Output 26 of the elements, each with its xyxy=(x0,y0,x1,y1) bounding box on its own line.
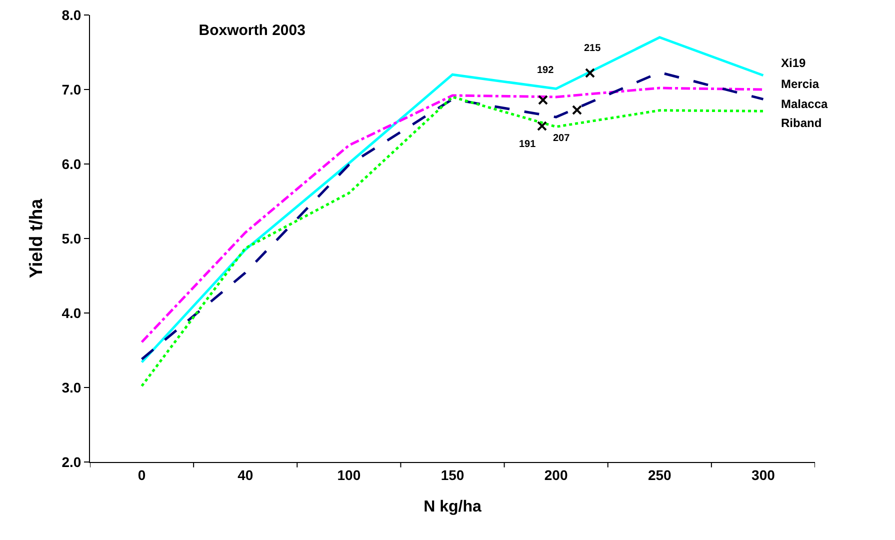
y-tick-label: 5.0 xyxy=(62,230,82,246)
y-axis-title: Yield t/ha xyxy=(26,198,46,278)
text: Boxworth 2003 xyxy=(198,22,306,39)
x-tick-label: 100 xyxy=(337,466,361,483)
y-tick-label: 8.0 xyxy=(62,6,82,23)
annotation: 215 xyxy=(584,43,602,54)
y-tick-label: 4.0 xyxy=(62,304,82,321)
x-tick-label: 0 xyxy=(138,466,146,483)
x-axis-title: N kg/ha xyxy=(424,498,482,516)
y-tick-label: 2.0 xyxy=(62,454,82,470)
x-tick-label: 200 xyxy=(544,466,568,483)
series-label: Mercia xyxy=(781,77,820,91)
annotation: 192 xyxy=(537,65,554,76)
y-tick-label: 3.0 xyxy=(62,379,82,396)
series-label: Xi19 xyxy=(781,56,806,70)
x-tick-label: 250 xyxy=(648,466,672,483)
y-tick-label: 7.0 xyxy=(62,81,82,98)
line-series xyxy=(140,96,764,388)
x-tick-label: 300 xyxy=(752,466,776,483)
series-label: Malacca xyxy=(781,97,828,111)
annotation: 207 xyxy=(553,133,570,144)
x-tick-label: 150 xyxy=(440,466,464,483)
series-label: Riband xyxy=(781,116,822,130)
y-tick-label: 6.0 xyxy=(62,156,82,172)
annotation: 191 xyxy=(519,139,536,150)
x-tick-label: 40 xyxy=(238,466,254,483)
